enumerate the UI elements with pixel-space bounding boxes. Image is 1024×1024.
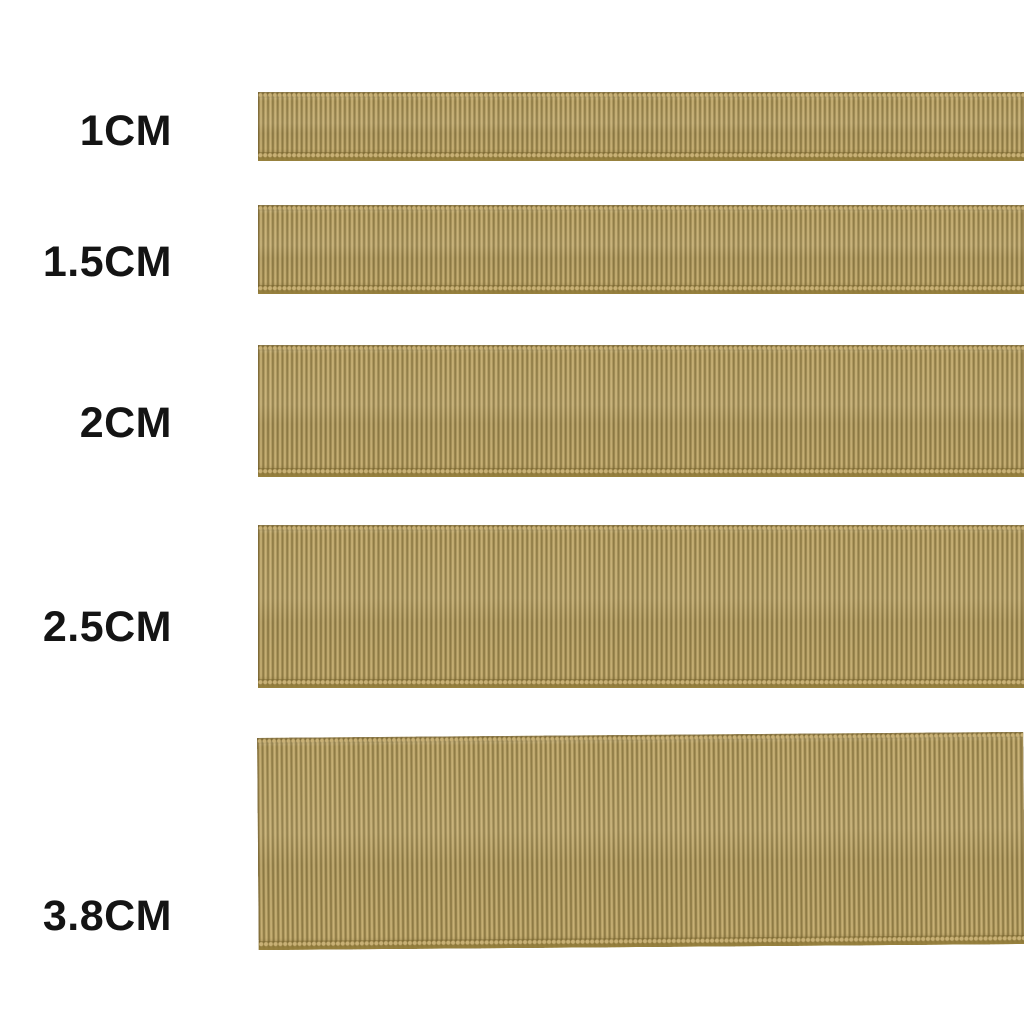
ribbon-swatch-3-8cm <box>257 731 1024 950</box>
ribbon-swatch-1-5cm <box>258 205 1024 294</box>
ribbon-swatch-1cm <box>258 92 1024 161</box>
size-label-2cm: 2CM <box>79 399 172 447</box>
size-label-3-8cm: 3.8CM <box>42 892 172 940</box>
size-label-1cm: 1CM <box>79 107 172 155</box>
ribbon-swatch-2cm <box>258 345 1024 477</box>
size-label-2-5cm: 2.5CM <box>42 603 172 651</box>
ribbon-swatch-2-5cm <box>258 525 1024 688</box>
size-label-1-5cm: 1.5CM <box>42 238 172 286</box>
